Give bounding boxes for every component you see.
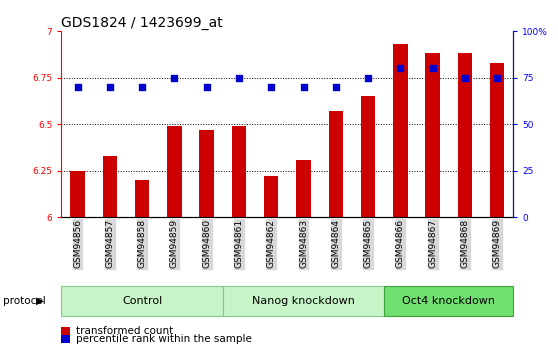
Text: GSM94864: GSM94864	[331, 219, 340, 268]
Bar	[425, 53, 440, 217]
Point	[202, 84, 211, 90]
Point	[170, 75, 179, 80]
Point	[73, 84, 82, 90]
Point	[138, 84, 147, 90]
Bar	[393, 44, 408, 217]
Bar	[490, 63, 504, 217]
Bar	[167, 126, 182, 217]
Text: GSM94867: GSM94867	[428, 219, 437, 268]
Text: transformed count: transformed count	[76, 326, 173, 336]
Bar	[232, 126, 246, 217]
Point	[234, 75, 243, 80]
Point	[267, 84, 276, 90]
Point	[493, 75, 502, 80]
Text: ▶: ▶	[36, 296, 44, 306]
Text: GSM94856: GSM94856	[73, 219, 82, 268]
Point	[460, 75, 469, 80]
Bar	[135, 180, 150, 217]
Text: GSM94860: GSM94860	[202, 219, 211, 268]
Text: Nanog knockdown: Nanog knockdown	[252, 296, 355, 306]
Point	[396, 66, 405, 71]
Bar	[296, 160, 311, 217]
Point	[428, 66, 437, 71]
Text: percentile rank within the sample: percentile rank within the sample	[76, 334, 252, 344]
Point	[364, 75, 373, 80]
Text: GSM94863: GSM94863	[299, 219, 308, 268]
Text: GSM94857: GSM94857	[105, 219, 114, 268]
Text: GDS1824 / 1423699_at: GDS1824 / 1423699_at	[61, 16, 223, 30]
Text: protocol: protocol	[3, 296, 46, 306]
Point	[299, 84, 308, 90]
Text: Oct4 knockdown: Oct4 knockdown	[402, 296, 496, 306]
Bar	[103, 156, 117, 217]
Text: GSM94859: GSM94859	[170, 219, 179, 268]
Bar	[458, 53, 472, 217]
Text: GSM94868: GSM94868	[460, 219, 469, 268]
Text: GSM94861: GSM94861	[234, 219, 243, 268]
Bar	[361, 96, 376, 217]
Bar	[329, 111, 343, 217]
Text: GSM94862: GSM94862	[267, 219, 276, 268]
Text: GSM94858: GSM94858	[138, 219, 147, 268]
Point	[331, 84, 340, 90]
Point	[105, 84, 114, 90]
Bar	[264, 176, 278, 217]
Text: GSM94866: GSM94866	[396, 219, 405, 268]
Text: GSM94865: GSM94865	[364, 219, 373, 268]
Text: GSM94869: GSM94869	[493, 219, 502, 268]
Bar	[199, 130, 214, 217]
Bar	[70, 171, 85, 217]
Text: Control: Control	[122, 296, 162, 306]
